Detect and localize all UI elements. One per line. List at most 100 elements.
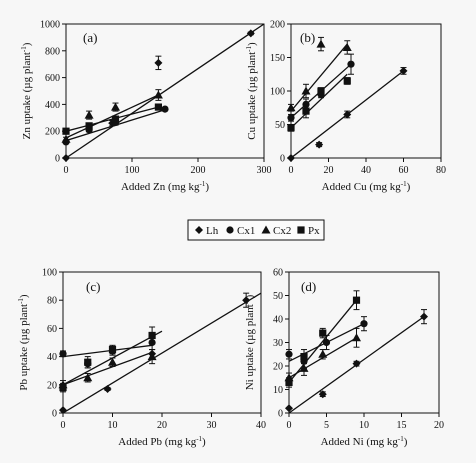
data-point-square bbox=[84, 358, 92, 366]
legend-marker-circle bbox=[226, 226, 234, 234]
x-tick-label: 15 bbox=[397, 420, 407, 431]
data-point-triangle bbox=[316, 39, 326, 48]
y-tick-label: 20 bbox=[273, 362, 283, 373]
series-cx2 bbox=[284, 327, 361, 383]
y-tick-label: 20 bbox=[47, 380, 57, 391]
data-point-triangle bbox=[286, 103, 296, 112]
data-point-square bbox=[59, 384, 67, 392]
x-tick-label: 40 bbox=[361, 165, 371, 176]
y-tick-label: 0 bbox=[280, 154, 285, 165]
x-tick-label: 40 bbox=[256, 420, 266, 431]
y-tick-label: 800 bbox=[45, 46, 60, 57]
y-tick-label: 30 bbox=[273, 338, 283, 349]
y-tick-label: 50 bbox=[275, 120, 285, 131]
x-tick-label: 10 bbox=[108, 420, 118, 431]
plot-frame bbox=[65, 23, 265, 159]
series-px bbox=[285, 290, 361, 388]
legend-label: Cx2 bbox=[273, 225, 291, 237]
legend-label: Px bbox=[308, 225, 320, 237]
data-point-triangle bbox=[83, 373, 93, 382]
series-px bbox=[287, 73, 351, 132]
x-tick-label: 20 bbox=[324, 165, 334, 176]
data-point-diamond bbox=[287, 154, 295, 162]
data-point-diamond bbox=[420, 312, 428, 321]
y-tick-label: 100 bbox=[270, 87, 285, 98]
data-point-square bbox=[285, 378, 293, 387]
data-point-circle bbox=[347, 60, 355, 68]
series-lh bbox=[287, 66, 408, 162]
y-tick-label: 10 bbox=[273, 385, 283, 396]
series-cx1 bbox=[285, 316, 368, 369]
y-tick-label: 150 bbox=[270, 53, 285, 64]
y-tick-label: 0 bbox=[52, 409, 57, 420]
data-point-square bbox=[111, 115, 120, 123]
legend-box bbox=[187, 219, 325, 241]
x-tick-label: 0 bbox=[64, 165, 69, 176]
data-point-diamond bbox=[62, 154, 70, 162]
data-point-triangle bbox=[318, 349, 328, 358]
data-point-diamond bbox=[246, 29, 255, 38]
data-point-triangle bbox=[147, 352, 157, 361]
data-point-triangle bbox=[352, 333, 361, 342]
y-axis-label: Zn uptake (µg plant-1) bbox=[20, 42, 33, 139]
series-lh bbox=[62, 24, 264, 162]
data-point-triangle bbox=[84, 110, 94, 119]
data-point-square bbox=[108, 345, 117, 354]
x-tick-label: 200 bbox=[191, 165, 206, 176]
series-cx2 bbox=[286, 36, 352, 112]
y-tick-label: 40 bbox=[273, 315, 283, 326]
data-point-triangle bbox=[111, 102, 120, 111]
series-px bbox=[62, 103, 162, 135]
data-point-square bbox=[85, 122, 93, 130]
x-tick-label: 60 bbox=[399, 165, 409, 176]
y-tick-label: 0 bbox=[55, 154, 60, 165]
series-lh bbox=[285, 309, 428, 413]
panel-d: 0 10 20 30 40 50 60 0 5 10 15 20 Added Ni (mg kg-1) N… bbox=[243, 268, 444, 449]
data-point-square bbox=[352, 296, 361, 304]
fit-line bbox=[63, 344, 153, 358]
data-point-diamond bbox=[315, 140, 324, 149]
data-point-square bbox=[317, 87, 325, 95]
data-point-triangle bbox=[153, 90, 163, 99]
data-point-square bbox=[319, 329, 327, 337]
data-point-triangle bbox=[108, 357, 117, 366]
data-point-triangle bbox=[61, 134, 71, 143]
x-tick-label: 20 bbox=[157, 420, 167, 431]
panel-label: (d) bbox=[301, 279, 316, 294]
legend: Lh Cx1 Cx2 Px bbox=[187, 219, 325, 241]
data-point-circle bbox=[59, 350, 67, 358]
data-point-diamond bbox=[285, 404, 293, 413]
y-tick-label: 200 bbox=[45, 127, 60, 138]
data-point-diamond bbox=[242, 296, 251, 305]
data-point-square bbox=[148, 331, 156, 340]
y-tick-label: 1000 bbox=[40, 20, 60, 31]
y-tick-label: 50 bbox=[273, 291, 283, 302]
y-tick-label: 400 bbox=[45, 100, 60, 111]
data-point-square bbox=[154, 103, 162, 111]
x-tick-label: 20 bbox=[434, 420, 444, 431]
x-tick-label: 30 bbox=[207, 420, 217, 431]
panel-c: 0 20 40 60 80 100 0 10 20 30 40 Added Pb (mg kg-1) P… bbox=[17, 268, 266, 449]
panel-label: (b) bbox=[300, 30, 315, 45]
panel-label: (c) bbox=[86, 279, 100, 294]
data-point-square bbox=[287, 124, 295, 132]
x-tick-label: 0 bbox=[287, 420, 292, 431]
y-tick-label: 80 bbox=[47, 296, 57, 307]
data-point-square bbox=[62, 127, 70, 135]
data-point-diamond bbox=[343, 110, 352, 119]
data-point-circle bbox=[287, 114, 295, 122]
x-tick-label: 10 bbox=[359, 420, 369, 431]
data-point-circle bbox=[285, 350, 293, 358]
y-axis-label: Cu uptake (µg plant-1) bbox=[245, 42, 258, 140]
data-point-square bbox=[300, 353, 308, 361]
data-point-triangle bbox=[299, 363, 309, 372]
legend-marker-diamond bbox=[195, 226, 203, 234]
y-tick-label: 100 bbox=[42, 268, 57, 279]
fit-line bbox=[63, 351, 153, 386]
x-axis-label: Added Ni (mg kg-1) bbox=[321, 435, 408, 448]
x-tick-label: 5 bbox=[324, 420, 329, 431]
y-tick-label: 40 bbox=[47, 352, 57, 363]
legend-label: Cx1 bbox=[237, 225, 255, 237]
data-point-triangle bbox=[342, 42, 352, 51]
